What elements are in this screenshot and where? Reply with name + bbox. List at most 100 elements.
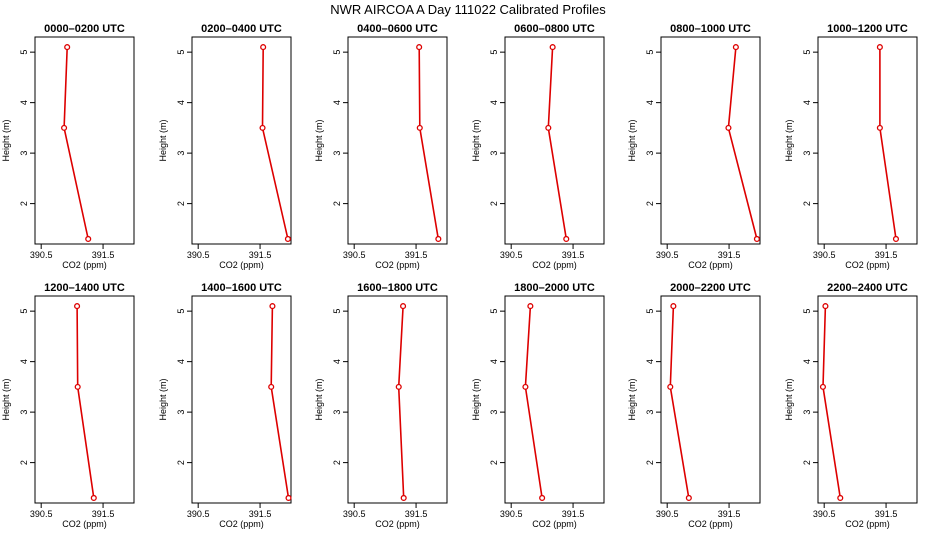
panel-title: 1400–1600 UTC bbox=[201, 282, 282, 294]
profile-point bbox=[527, 303, 534, 310]
profile-panel: 2000–2200 UTC 390.5 391.5 2 3 4 5 CO2 (ppm) Heig… bbox=[627, 282, 761, 529]
x-tick-label: 391.5 bbox=[875, 250, 898, 260]
profile-point bbox=[837, 494, 844, 502]
y-tick-label: 3 bbox=[19, 151, 29, 156]
profile-panel: 1000–1200 UTC 390.5 391.5 2 3 4 5 CO2 (ppm) Heig… bbox=[784, 23, 918, 270]
y-axis-label: Height (m) bbox=[627, 378, 637, 420]
x-tick-label: 391.5 bbox=[92, 509, 115, 519]
y-tick-label: 4 bbox=[19, 100, 29, 105]
profile-point bbox=[435, 235, 442, 243]
x-tick-label: 391.5 bbox=[92, 250, 115, 260]
y-axis-label: Height (m) bbox=[627, 119, 637, 161]
profile-line bbox=[669, 306, 690, 499]
profile-point bbox=[545, 124, 552, 131]
panel-title: 0400–0600 UTC bbox=[357, 23, 438, 35]
y-tick-label: 5 bbox=[802, 50, 812, 55]
plot-frame bbox=[34, 36, 135, 245]
x-tick-label: 391.5 bbox=[718, 509, 741, 519]
panel-title: 1800–2000 UTC bbox=[514, 282, 595, 294]
x-tick-label: 391.5 bbox=[562, 250, 585, 260]
plot-frame bbox=[191, 36, 292, 245]
x-tick-label: 391.5 bbox=[562, 509, 585, 519]
y-tick-label: 4 bbox=[489, 100, 499, 105]
y-axis-label: Height (m) bbox=[784, 119, 794, 161]
x-tick-label: 390.5 bbox=[343, 509, 366, 519]
profile-point bbox=[753, 235, 760, 243]
y-tick-label: 2 bbox=[176, 460, 186, 465]
profile-panel: 1200–1400 UTC 390.5 391.5 2 3 4 5 CO2 (ppm) Heig… bbox=[1, 282, 135, 529]
y-tick-label: 3 bbox=[802, 410, 812, 415]
profile-point bbox=[892, 235, 900, 243]
profile-point bbox=[822, 303, 829, 310]
profile-point bbox=[563, 235, 570, 243]
x-tick-label: 390.5 bbox=[187, 250, 210, 260]
profile-line bbox=[397, 306, 405, 499]
profile-point bbox=[725, 124, 732, 131]
plot-frame bbox=[34, 295, 135, 504]
y-tick-label: 5 bbox=[645, 309, 655, 314]
profile-line bbox=[524, 306, 543, 499]
y-axis-label: Height (m) bbox=[158, 378, 168, 420]
y-axis-label: Height (m) bbox=[471, 378, 481, 420]
x-tick-label: 391.5 bbox=[249, 509, 272, 519]
y-tick-label: 4 bbox=[489, 359, 499, 364]
y-tick-label: 3 bbox=[176, 151, 186, 156]
profile-panel: 0600–0800 UTC 390.5 391.5 2 3 4 5 CO2 (ppm) Heig… bbox=[471, 23, 605, 270]
y-tick-label: 5 bbox=[489, 309, 499, 314]
panel-title: 0600–0800 UTC bbox=[514, 23, 595, 35]
y-tick-label: 4 bbox=[802, 100, 812, 105]
y-tick-label: 5 bbox=[19, 50, 29, 55]
y-tick-label: 5 bbox=[802, 309, 812, 314]
y-tick-label: 5 bbox=[489, 50, 499, 55]
profile-line bbox=[63, 47, 89, 240]
y-tick-label: 2 bbox=[19, 201, 29, 206]
profile-point bbox=[395, 383, 402, 390]
profile-point bbox=[64, 44, 71, 51]
profile-panel: 0200–0400 UTC 390.5 391.5 2 3 4 5 CO2 (ppm) Heig… bbox=[158, 23, 292, 270]
y-tick-label: 5 bbox=[176, 50, 186, 55]
profile-point bbox=[549, 44, 556, 51]
profile-point bbox=[260, 44, 267, 51]
profile-point bbox=[400, 494, 407, 502]
profile-point bbox=[269, 303, 276, 310]
plot-frame bbox=[504, 36, 605, 245]
profile-point bbox=[85, 235, 92, 243]
profile-panel: 1400–1600 UTC 390.5 391.5 2 3 4 5 CO2 (ppm) Heig… bbox=[158, 282, 292, 529]
y-tick-label: 2 bbox=[645, 460, 655, 465]
x-axis-label: CO2 (ppm) bbox=[375, 519, 420, 529]
y-tick-label: 2 bbox=[19, 460, 29, 465]
panel-title: 0200–0400 UTC bbox=[201, 23, 282, 35]
figure-title: NWR AIRCOA A Day 111022 Calibrated Profi… bbox=[330, 2, 606, 17]
profile-point bbox=[539, 494, 546, 502]
profile-point bbox=[670, 303, 677, 310]
y-axis-label: Height (m) bbox=[1, 119, 11, 161]
x-tick-label: 390.5 bbox=[30, 509, 53, 519]
profile-point bbox=[74, 303, 81, 310]
x-tick-label: 391.5 bbox=[875, 509, 898, 519]
profile-point bbox=[416, 124, 423, 131]
y-tick-label: 4 bbox=[645, 359, 655, 364]
y-tick-label: 3 bbox=[332, 410, 342, 415]
panel-title: 1200–1400 UTC bbox=[44, 282, 125, 294]
y-tick-label: 5 bbox=[332, 50, 342, 55]
x-tick-label: 390.5 bbox=[813, 250, 836, 260]
plot-frame bbox=[347, 36, 448, 245]
x-tick-label: 391.5 bbox=[405, 250, 428, 260]
x-tick-label: 391.5 bbox=[249, 250, 272, 260]
y-tick-label: 3 bbox=[332, 151, 342, 156]
panel-title: 2000–2200 UTC bbox=[670, 282, 751, 294]
profile-line bbox=[76, 306, 95, 499]
y-tick-label: 5 bbox=[332, 309, 342, 314]
x-tick-label: 390.5 bbox=[187, 509, 210, 519]
x-axis-label: CO2 (ppm) bbox=[62, 519, 107, 529]
plot-frame bbox=[347, 295, 448, 504]
profile-point bbox=[522, 383, 529, 390]
y-tick-label: 2 bbox=[645, 201, 655, 206]
profile-point bbox=[400, 303, 407, 310]
x-axis-label: CO2 (ppm) bbox=[219, 519, 264, 529]
x-axis-label: CO2 (ppm) bbox=[845, 260, 890, 270]
y-tick-label: 4 bbox=[645, 100, 655, 105]
profile-point bbox=[285, 494, 292, 502]
y-tick-label: 3 bbox=[645, 151, 655, 156]
y-tick-label: 4 bbox=[19, 359, 29, 364]
